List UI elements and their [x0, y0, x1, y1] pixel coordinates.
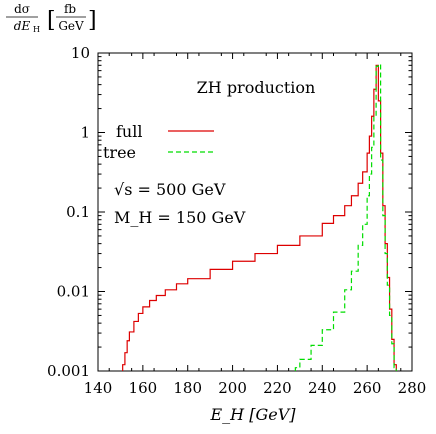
y-title-unit-denominator: GeV	[58, 19, 84, 33]
x-tick-label: 140	[84, 379, 113, 397]
legend-label-full: full	[116, 122, 142, 141]
series-line-full	[122, 64, 397, 371]
annotation-sqrt-s: √s = 500 GeV	[114, 180, 226, 199]
y-axis-title: dσ dE H [ fb GeV ]	[6, 2, 97, 34]
axis-ticks	[97, 52, 413, 372]
y-title-bracket-right: ]	[88, 8, 97, 33]
axis-tick-labels: 140 160 180 200 220 240 260 280 0.001 0.01 0.1 1 10	[47, 44, 426, 397]
y-title-subscript: H	[33, 25, 40, 34]
x-tick-label: 260	[353, 379, 382, 397]
legend-label-tree: tree	[103, 143, 136, 162]
x-tick-label: 240	[308, 379, 337, 397]
y-title-numerator: dσ	[14, 2, 30, 16]
y-tick-label: 0.001	[47, 362, 90, 380]
chart-title: ZH production	[197, 78, 316, 97]
series-line-tree	[294, 63, 397, 371]
y-title-unit-numerator: fb	[64, 2, 76, 16]
y-title-denominator: dE	[14, 19, 31, 33]
x-tick-label: 180	[173, 379, 202, 397]
y-tick-label: 0.1	[66, 203, 90, 221]
x-tick-label: 220	[263, 379, 292, 397]
series-layer	[122, 63, 397, 371]
y-tick-label: 10	[71, 44, 90, 62]
x-axis-title: E_H [GeV]	[209, 405, 296, 424]
y-tick-label: 0.01	[57, 283, 90, 301]
legend: full tree	[103, 122, 214, 162]
y-title-bracket-left: [	[47, 8, 56, 33]
annotation-higgs-mass: M_H = 150 GeV	[114, 208, 246, 227]
x-tick-label: 200	[218, 379, 247, 397]
x-tick-label: 160	[129, 379, 158, 397]
x-tick-label: 280	[398, 379, 427, 397]
y-tick-label: 1	[80, 124, 90, 142]
